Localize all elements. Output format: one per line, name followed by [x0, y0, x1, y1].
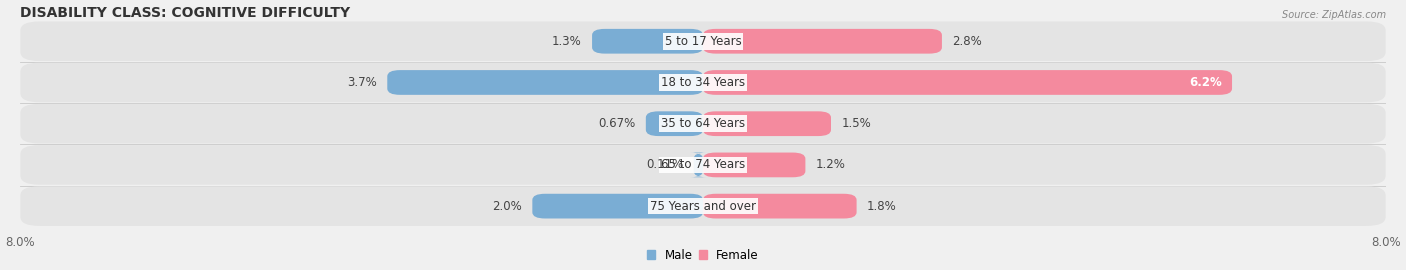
FancyBboxPatch shape	[20, 104, 1386, 143]
Text: 35 to 64 Years: 35 to 64 Years	[661, 117, 745, 130]
Text: 75 Years and over: 75 Years and over	[650, 200, 756, 213]
FancyBboxPatch shape	[703, 70, 1232, 95]
FancyBboxPatch shape	[533, 194, 703, 218]
FancyBboxPatch shape	[20, 21, 1386, 61]
Text: 3.7%: 3.7%	[347, 76, 377, 89]
Text: 5 to 17 Years: 5 to 17 Years	[665, 35, 741, 48]
Text: Source: ZipAtlas.com: Source: ZipAtlas.com	[1281, 10, 1386, 20]
FancyBboxPatch shape	[703, 194, 856, 218]
FancyBboxPatch shape	[592, 29, 703, 54]
FancyBboxPatch shape	[690, 153, 706, 177]
FancyBboxPatch shape	[703, 153, 806, 177]
Text: 1.5%: 1.5%	[841, 117, 870, 130]
Text: DISABILITY CLASS: COGNITIVE DIFFICULTY: DISABILITY CLASS: COGNITIVE DIFFICULTY	[20, 6, 350, 20]
Text: 65 to 74 Years: 65 to 74 Years	[661, 158, 745, 171]
Text: 6.2%: 6.2%	[1189, 76, 1222, 89]
FancyBboxPatch shape	[387, 70, 703, 95]
Text: 1.2%: 1.2%	[815, 158, 845, 171]
Text: 1.3%: 1.3%	[553, 35, 582, 48]
FancyBboxPatch shape	[20, 186, 1386, 226]
FancyBboxPatch shape	[703, 111, 831, 136]
FancyBboxPatch shape	[703, 29, 942, 54]
FancyBboxPatch shape	[20, 145, 1386, 185]
Legend: Male, Female: Male, Female	[643, 244, 763, 266]
Text: 2.0%: 2.0%	[492, 200, 522, 213]
FancyBboxPatch shape	[645, 111, 703, 136]
Text: 1.8%: 1.8%	[868, 200, 897, 213]
Text: 18 to 34 Years: 18 to 34 Years	[661, 76, 745, 89]
Text: 2.8%: 2.8%	[952, 35, 981, 48]
Text: 0.67%: 0.67%	[599, 117, 636, 130]
Text: 0.11%: 0.11%	[647, 158, 683, 171]
FancyBboxPatch shape	[20, 63, 1386, 102]
